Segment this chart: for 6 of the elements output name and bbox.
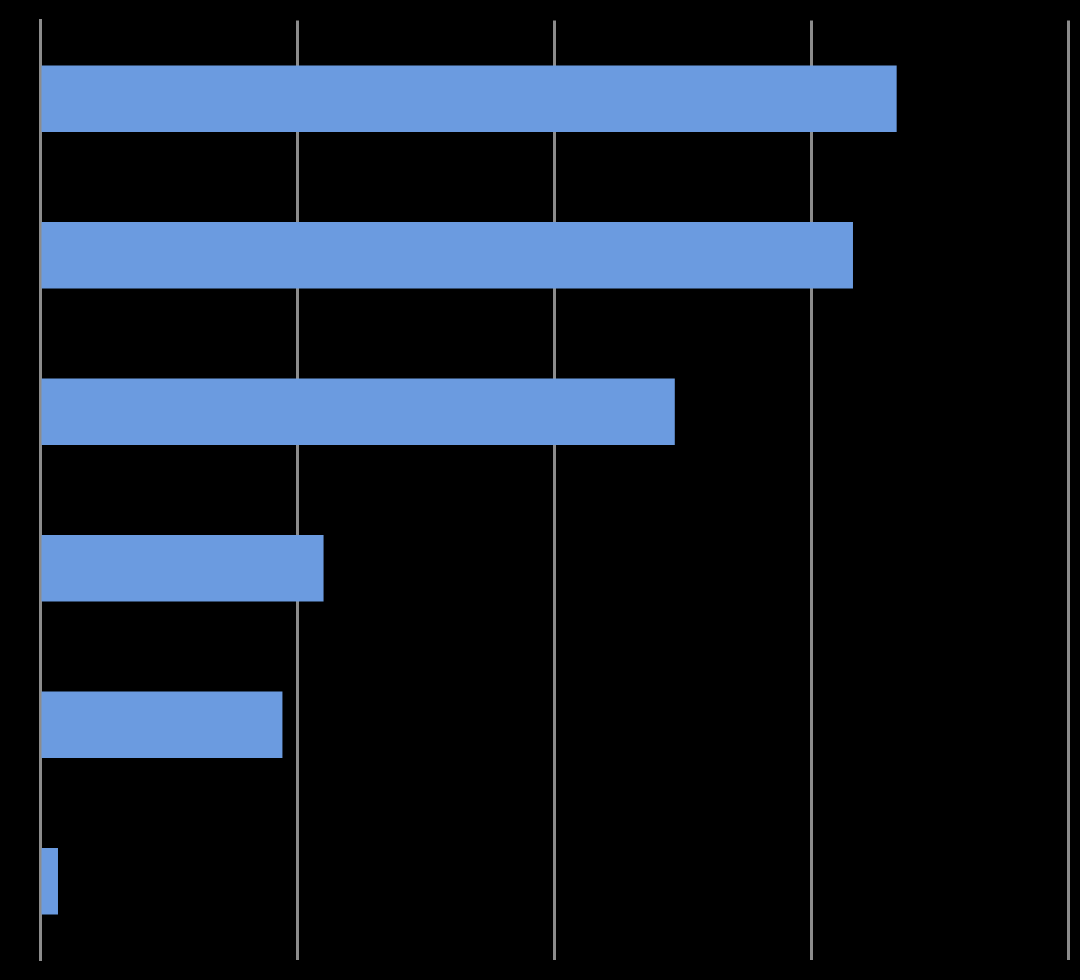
- bar: [41, 65, 897, 132]
- bar: [41, 378, 675, 445]
- bar: [41, 221, 853, 289]
- bar: [41, 535, 324, 602]
- bar: [41, 848, 58, 915]
- bar: [41, 691, 283, 759]
